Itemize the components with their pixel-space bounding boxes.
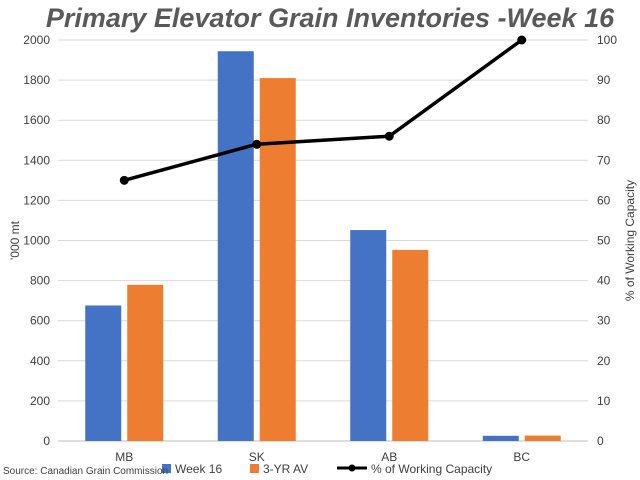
bar-week-16-mb xyxy=(85,305,122,441)
bar-3-yr-av-sk xyxy=(259,78,296,441)
left-tick-label: 800 xyxy=(30,274,50,288)
right-tick-label: 90 xyxy=(597,73,611,87)
right-tick-label: 10 xyxy=(597,394,611,408)
y-axis-label: '000 mt xyxy=(8,220,22,260)
bars xyxy=(85,51,561,442)
left-tick-label: 400 xyxy=(30,354,50,368)
left-tick-label: 1800 xyxy=(23,73,50,87)
left-tick-label: 2000 xyxy=(23,33,50,47)
legend-item-3-yr-av: 3-YR AV xyxy=(250,462,308,476)
right-tick-label: 60 xyxy=(597,193,611,207)
capacity-line xyxy=(123,38,523,183)
right-axis-ticks: 0 10 20 30 40 50 60 70 80 90 100 xyxy=(597,33,617,448)
category-label: AB xyxy=(381,450,397,464)
legend-label: % of Working Capacity xyxy=(371,462,492,476)
left-tick-label: 0 xyxy=(43,434,50,448)
left-tick-label: 600 xyxy=(30,314,50,328)
source-note: Source: Canadian Grain Commission xyxy=(3,466,168,477)
right-tick-label: 50 xyxy=(597,234,611,248)
capacity-point xyxy=(119,175,129,185)
right-tick-label: 100 xyxy=(597,33,617,47)
category-labels: MB SK AB BC xyxy=(115,450,530,464)
left-tick-label: 1600 xyxy=(23,113,50,127)
legend: Week 16 3-YR AV % of Working Capacity xyxy=(162,462,492,476)
bar-week-16-sk xyxy=(217,51,254,442)
legend-swatch xyxy=(162,464,171,473)
right-tick-label: 70 xyxy=(597,153,611,167)
right-tick-label: 0 xyxy=(597,434,604,448)
capacity-point xyxy=(252,139,262,149)
right-tick-label: 20 xyxy=(597,354,611,368)
right-tick-label: 40 xyxy=(597,274,611,288)
capacity-point xyxy=(517,35,527,45)
right-tick-label: 80 xyxy=(597,113,611,127)
left-tick-label: 1200 xyxy=(23,193,50,207)
right-tick-label: 30 xyxy=(597,314,611,328)
legend-item--of-working-capacity: % of Working Capacity xyxy=(337,462,492,476)
category-label: SK xyxy=(249,450,265,464)
category-label: BC xyxy=(513,450,530,464)
capacity-point xyxy=(384,131,394,141)
bar-3-yr-av-ab xyxy=(392,249,429,441)
bar-3-yr-av-bc xyxy=(524,435,561,441)
category-label: MB xyxy=(115,450,133,464)
legend-item-week-16: Week 16 xyxy=(162,462,222,476)
chart-title: Primary Elevator Grain Inventories -Week… xyxy=(46,3,615,33)
legend-marker xyxy=(348,464,356,472)
left-tick-label: 1000 xyxy=(23,234,50,248)
left-tick-label: 1400 xyxy=(23,153,50,167)
legend-label: Week 16 xyxy=(175,462,222,476)
legend-label: 3-YR AV xyxy=(263,462,308,476)
y2-axis-label: % of Working Capacity xyxy=(623,180,637,301)
bar-week-16-ab xyxy=(350,230,387,441)
left-axis-ticks: 0 200 400 600 800 1000 1200 1400 1600 1800 2000 xyxy=(23,33,50,448)
bar-3-yr-av-mb xyxy=(127,284,164,441)
bar-week-16-bc xyxy=(482,435,519,441)
capacity-line-series xyxy=(119,35,527,185)
legend-swatch xyxy=(250,464,259,473)
left-tick-label: 200 xyxy=(30,394,50,408)
